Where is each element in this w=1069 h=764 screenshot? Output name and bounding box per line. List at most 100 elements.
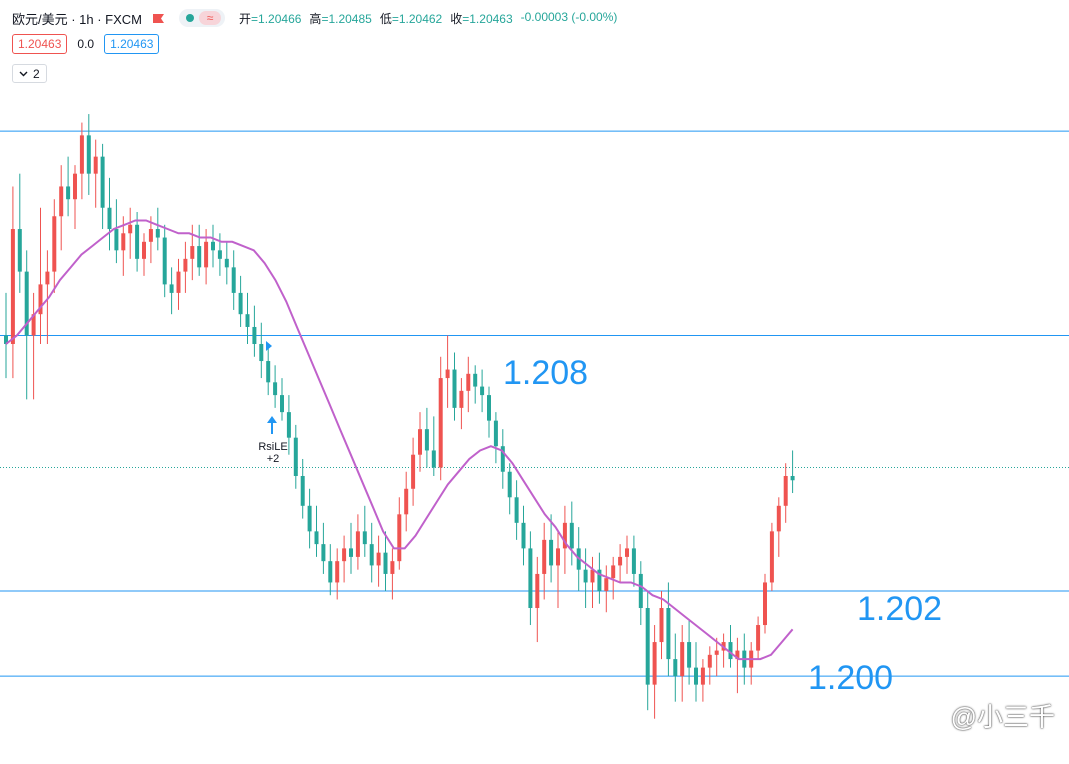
buy-price-button[interactable]: 1.20463 [104, 34, 160, 54]
candle [611, 556, 616, 600]
candle [687, 620, 692, 685]
candle-body [128, 224, 133, 234]
candle [93, 139, 98, 208]
candle [776, 497, 781, 557]
candle [148, 216, 153, 264]
candle [114, 199, 119, 264]
candle [549, 514, 554, 583]
candle [466, 356, 471, 413]
sell-price-button[interactable]: 1.20463 [12, 34, 68, 54]
candle-body [487, 395, 491, 421]
candle [556, 531, 560, 608]
candle-body [700, 667, 705, 685]
candle-body [231, 267, 236, 293]
candle-body [217, 250, 222, 259]
candle [335, 548, 340, 600]
candle-body [473, 373, 478, 387]
moving-average-line [5, 219, 794, 661]
candle [424, 407, 429, 468]
candle [418, 412, 422, 472]
candle [480, 369, 485, 413]
candle [59, 165, 64, 251]
candle [142, 233, 146, 276]
candle-body [390, 561, 395, 574]
candle-body [211, 241, 215, 251]
candle [362, 505, 367, 557]
signal-name: RsiLE [258, 441, 288, 453]
candle [590, 556, 595, 608]
candle-body [638, 573, 643, 608]
candle [645, 590, 650, 711]
indicators-toggle-button[interactable]: 2 [12, 64, 47, 83]
candle [100, 143, 105, 230]
candle-body [45, 271, 50, 285]
candle [73, 165, 77, 230]
indicator-count: 2 [33, 66, 40, 81]
candle-body [342, 548, 347, 562]
candle [666, 582, 671, 677]
candle-body [369, 544, 374, 566]
candle-body [383, 552, 388, 574]
candle-body [687, 642, 692, 668]
candle [293, 424, 298, 489]
candle [86, 114, 91, 195]
candle-body [597, 569, 602, 591]
strategy-signal-label: RsiLE +2 [258, 441, 288, 465]
level-label-1200: 1.200 [808, 659, 894, 697]
candle-body [224, 258, 229, 268]
candle-body [549, 539, 554, 566]
candle [231, 250, 236, 310]
candle [700, 659, 705, 702]
candle [652, 625, 657, 719]
candle-body [135, 224, 140, 259]
candle-body [169, 284, 174, 293]
candle [438, 356, 443, 481]
spread-value: 0.0 [77, 37, 95, 51]
candle-body [714, 650, 719, 655]
candle-body [79, 135, 84, 174]
candle-body [335, 561, 340, 583]
candle [252, 305, 257, 357]
candle [238, 275, 243, 327]
candle [528, 531, 533, 626]
candle-body [459, 390, 464, 408]
candle [211, 224, 215, 268]
candle-body [666, 608, 671, 660]
flag-icon[interactable] [152, 13, 165, 24]
candle-body [148, 229, 153, 242]
candle [66, 156, 71, 217]
candle-body [197, 246, 202, 268]
watermark-text: @小三千 [950, 702, 1055, 732]
symbol-title[interactable]: 欧元/美元 · 1h · FXCM [12, 11, 143, 27]
quote-row: 1.20463 0.0 1.20463 [12, 34, 160, 54]
candle [583, 548, 588, 608]
candle-body [286, 412, 291, 438]
low-value: =1.20462 [391, 11, 443, 26]
candle-body [376, 552, 381, 566]
candle [562, 505, 567, 574]
level-label-1208: 1.208 [503, 354, 589, 392]
candle-body [756, 625, 761, 651]
candle [769, 522, 774, 591]
candle [162, 224, 167, 298]
candle-body [328, 561, 333, 583]
candle-body [142, 241, 146, 259]
candle [618, 544, 623, 583]
candle [694, 642, 698, 702]
candle-body [238, 292, 243, 315]
candle-body [652, 642, 657, 685]
candle [328, 544, 333, 596]
candle-body [611, 565, 616, 579]
candle-body [176, 271, 181, 293]
market-status-pill[interactable]: ≈ [179, 9, 226, 27]
signal-flag-icon [266, 341, 272, 351]
candle-body [500, 446, 505, 472]
market-open-dot-icon [186, 14, 195, 22]
candle-body [763, 582, 767, 626]
candle [280, 378, 284, 421]
candle [197, 224, 202, 276]
candle [342, 535, 347, 583]
candle-body [583, 569, 588, 583]
close-label: 收 [450, 11, 463, 26]
